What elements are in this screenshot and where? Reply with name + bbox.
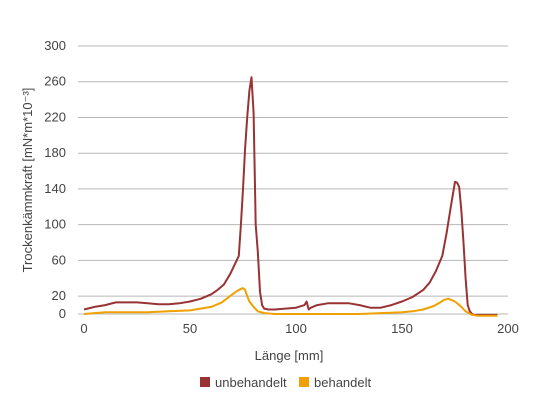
series-lines (83, 76, 498, 317)
x-tick-label: 200 (497, 321, 519, 336)
legend-label: unbehandelt (215, 375, 287, 390)
y-axis-title: Trockenkämmkraft [mN*m*10⁻³] (20, 88, 35, 273)
x-axis-title: Länge [mm] (255, 348, 324, 363)
series-line-unbehandelt (83, 76, 498, 316)
y-axis-ticks: 0 20 60 100 140 180 220 260 300 (44, 38, 66, 321)
y-tick-label: 60 (52, 252, 66, 267)
y-tick-label: 140 (44, 181, 66, 196)
legend: unbehandelt behandelt (200, 375, 371, 390)
y-tick-label: 0 (59, 306, 66, 321)
legend-swatch (299, 377, 309, 387)
legend-label: behandelt (314, 375, 371, 390)
y-tick-label: 220 (44, 109, 66, 124)
legend-swatch (200, 377, 210, 387)
x-axis-ticks: 0 50 100 150 200 (80, 321, 518, 336)
y-tick-label: 100 (44, 217, 66, 232)
x-tick-label: 100 (285, 321, 307, 336)
y-tick-label: 180 (44, 145, 66, 160)
y-tick-label: 300 (44, 38, 66, 53)
series-line-behandelt (83, 287, 498, 317)
x-tick-label: 0 (80, 321, 87, 336)
x-tick-label: 150 (391, 321, 413, 336)
grid-lines (78, 45, 508, 315)
x-tick-label: 50 (183, 321, 197, 336)
y-tick-label: 260 (44, 74, 66, 89)
y-tick-label: 20 (52, 288, 66, 303)
